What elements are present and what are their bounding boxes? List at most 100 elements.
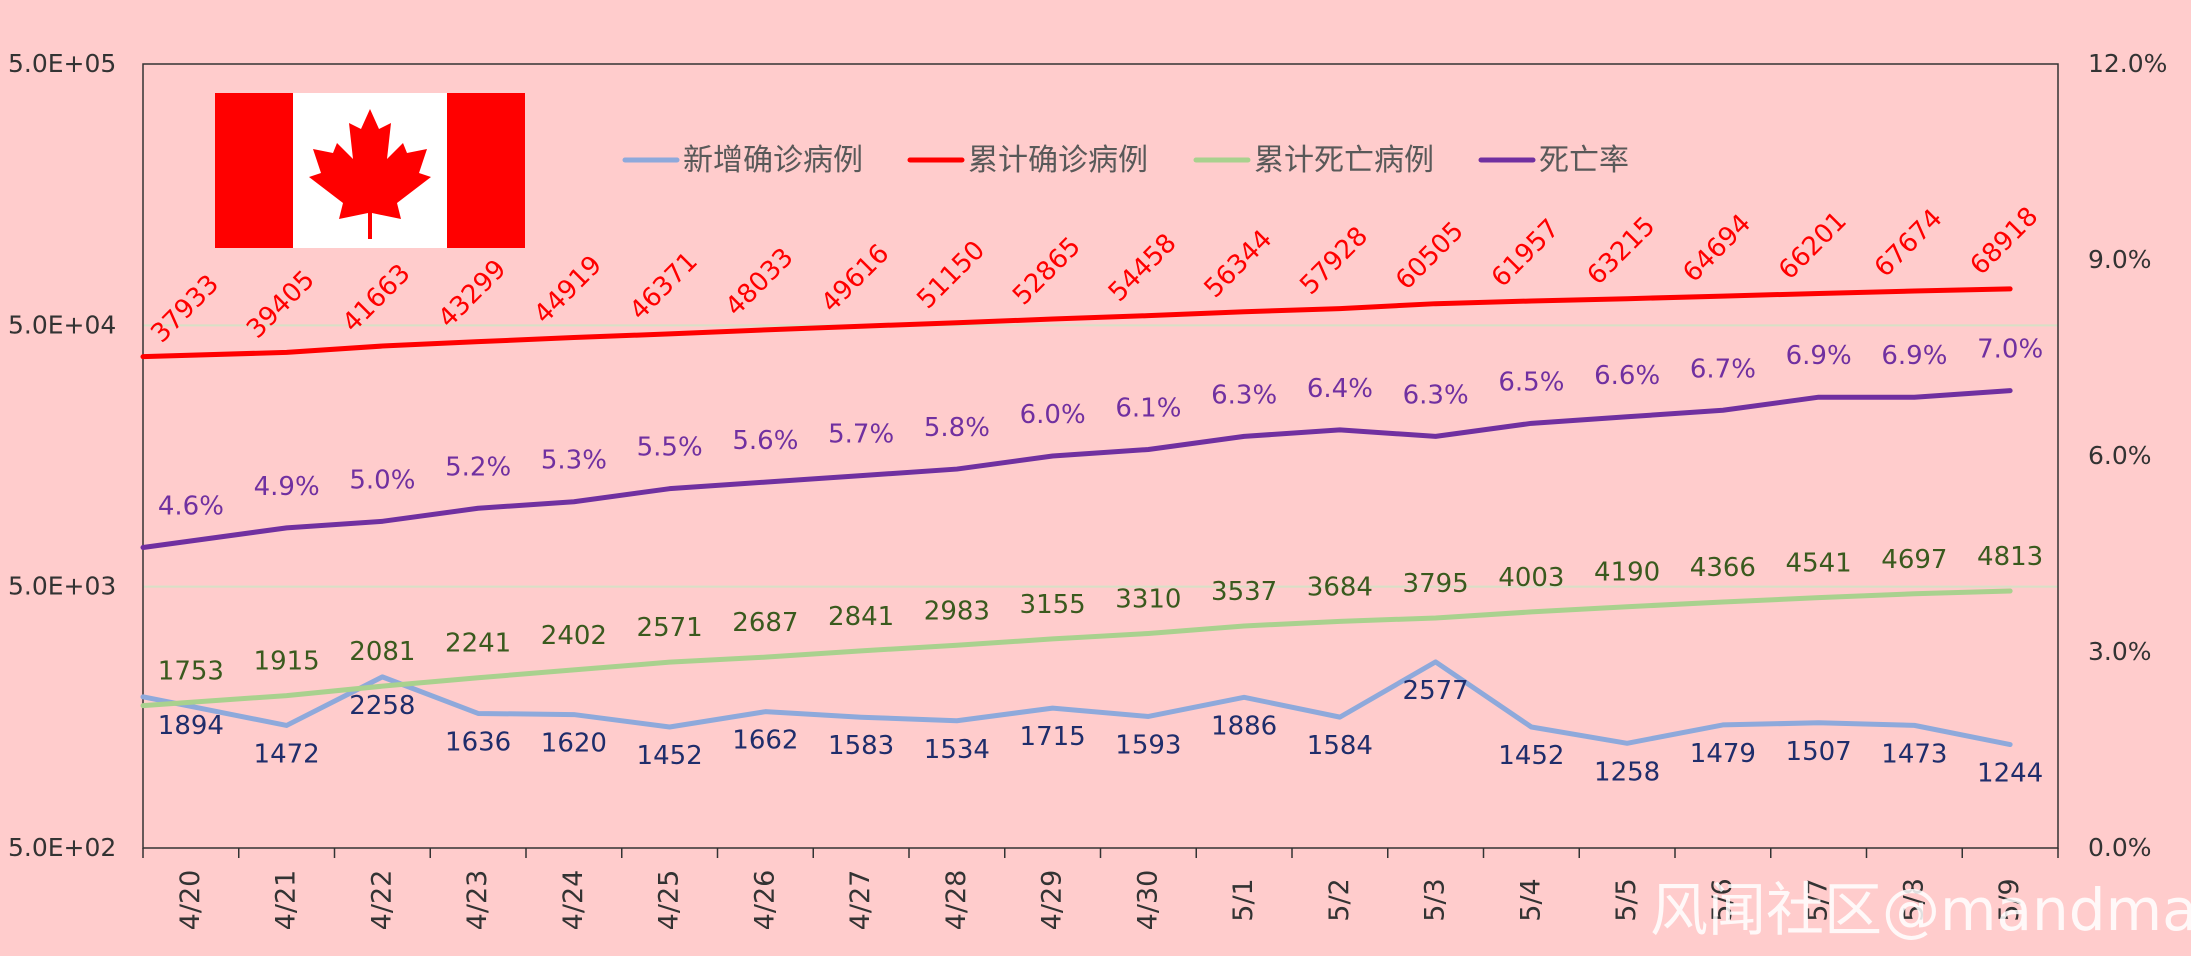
flag-left-band [215, 93, 293, 248]
x-tick-label: 4/26 [749, 870, 780, 931]
data-label: 1636 [445, 727, 511, 757]
data-label: 1479 [1690, 739, 1756, 769]
x-tick-label: 5/4 [1515, 878, 1546, 921]
data-label: 1593 [1115, 730, 1181, 760]
y-left-tick-label: 5.0E+04 [8, 310, 116, 339]
flag-right-band [447, 93, 525, 248]
data-label: 57928 [1294, 221, 1374, 301]
data-label: 2081 [349, 637, 415, 667]
axes: 5.0E+02 5.0E+03 5.0E+04 5.0E+05 0.0% 3.0% 6.0%… [8, 49, 2167, 930]
data-label: 4003 [1498, 563, 1564, 593]
data-label: 67674 [1869, 203, 1949, 283]
x-tick-label: 5/5 [1611, 878, 1642, 921]
x-tick-label: 4/29 [1037, 870, 1068, 931]
x-tick-label: 4/22 [366, 870, 397, 931]
data-label: 5.0% [349, 465, 415, 495]
data-label: 5.3% [541, 446, 607, 476]
y-right-tick-label: 3.0% [2088, 637, 2152, 666]
y-right-tick-label: 12.0% [2088, 49, 2167, 78]
data-label: 1244 [1977, 759, 2043, 789]
data-label: 61957 [1486, 213, 1566, 293]
data-label: 6.0% [1020, 400, 1086, 430]
data-label: 4.9% [254, 472, 320, 502]
data-label: 6.4% [1307, 374, 1373, 404]
data-label: 2571 [637, 613, 703, 643]
series-line [140, 659, 2013, 748]
y-right-tick-label: 6.0% [2088, 441, 2152, 470]
series-line [140, 286, 2013, 360]
data-label: 3310 [1115, 584, 1181, 614]
data-label: 5.2% [445, 452, 511, 482]
data-label: 1452 [637, 741, 703, 771]
data-label: 5.7% [828, 420, 894, 450]
data-label: 48033 [720, 242, 800, 322]
data-label: 3537 [1211, 577, 1277, 607]
data-label: 37933 [145, 269, 225, 349]
y-left-tick-label: 5.0E+02 [8, 833, 116, 862]
legend: 新增确诊病例 累计确诊病例 累计死亡病例 死亡率 [622, 143, 1629, 178]
data-label: 2258 [349, 691, 415, 721]
data-label: 3155 [1020, 590, 1086, 620]
data-label: 1620 [541, 729, 607, 759]
data-label: 2983 [924, 596, 990, 626]
data-label: 2241 [445, 629, 511, 659]
y-left-tick-label: 5.0E+05 [8, 49, 116, 78]
legend-label: 死亡率 [1539, 143, 1629, 178]
series-line [140, 388, 2013, 550]
series-lines [140, 286, 2013, 748]
data-label: 3795 [1403, 569, 1469, 599]
data-label: 6.9% [1881, 341, 1947, 371]
data-label: 52865 [1007, 232, 1087, 312]
x-tick-label: 5/1 [1228, 878, 1259, 921]
data-label: 1886 [1211, 711, 1277, 741]
data-label: 4.6% [158, 491, 224, 521]
data-label: 4366 [1690, 553, 1756, 583]
x-tick-label: 4/28 [941, 870, 972, 931]
data-label: 4541 [1786, 549, 1852, 579]
data-label: 1258 [1594, 757, 1660, 787]
data-label: 63215 [1582, 211, 1662, 291]
canada-flag [215, 93, 525, 248]
data-label: 44919 [528, 250, 608, 330]
watermark: 风闻社区@mandman [1650, 876, 2191, 944]
data-label: 2687 [732, 608, 798, 638]
legend-label: 累计死亡病例 [1254, 143, 1434, 178]
data-label: 6.9% [1786, 341, 1852, 371]
x-tick-label: 5/8 [1898, 878, 1929, 921]
data-label: 6.6% [1594, 361, 1660, 391]
series-labels: 1894 1472 2258 1636 1620 1452 1662 1583 1534 1715… [145, 201, 2044, 788]
data-label: 1452 [1498, 741, 1564, 771]
data-label: 1534 [924, 735, 990, 765]
y-left-tick-label: 5.0E+03 [8, 572, 116, 601]
series-line [140, 588, 2013, 709]
data-label: 1753 [158, 657, 224, 687]
x-tick-label: 5/2 [1324, 878, 1355, 921]
data-label: 1915 [254, 647, 320, 677]
data-label: 5.5% [637, 433, 703, 463]
data-label: 2577 [1403, 676, 1469, 706]
data-label: 68918 [1965, 201, 2045, 281]
data-label: 46371 [624, 246, 704, 326]
x-tick-label: 5/6 [1707, 878, 1738, 921]
data-label: 1662 [732, 726, 798, 756]
data-label: 6.1% [1115, 393, 1181, 423]
data-label: 6.7% [1690, 354, 1756, 384]
data-label: 1472 [254, 739, 320, 769]
data-label: 4813 [1977, 542, 2043, 572]
x-tick-label: 4/23 [462, 870, 493, 931]
x-tick-label: 4/27 [845, 870, 876, 931]
maple-leaf-icon [309, 109, 431, 239]
data-label: 7.0% [1977, 335, 2043, 365]
x-tick-label: 4/30 [1132, 870, 1163, 931]
data-label: 6.3% [1211, 380, 1277, 410]
x-tick-label: 5/7 [1803, 878, 1834, 921]
data-label: 2402 [541, 621, 607, 651]
data-label: 1894 [158, 711, 224, 741]
data-label: 39405 [241, 265, 321, 345]
x-tick-label: 4/20 [175, 870, 206, 931]
data-label: 64694 [1677, 209, 1757, 289]
data-label: 2841 [828, 602, 894, 632]
gridlines [143, 324, 2058, 588]
data-label: 5.8% [924, 413, 990, 443]
